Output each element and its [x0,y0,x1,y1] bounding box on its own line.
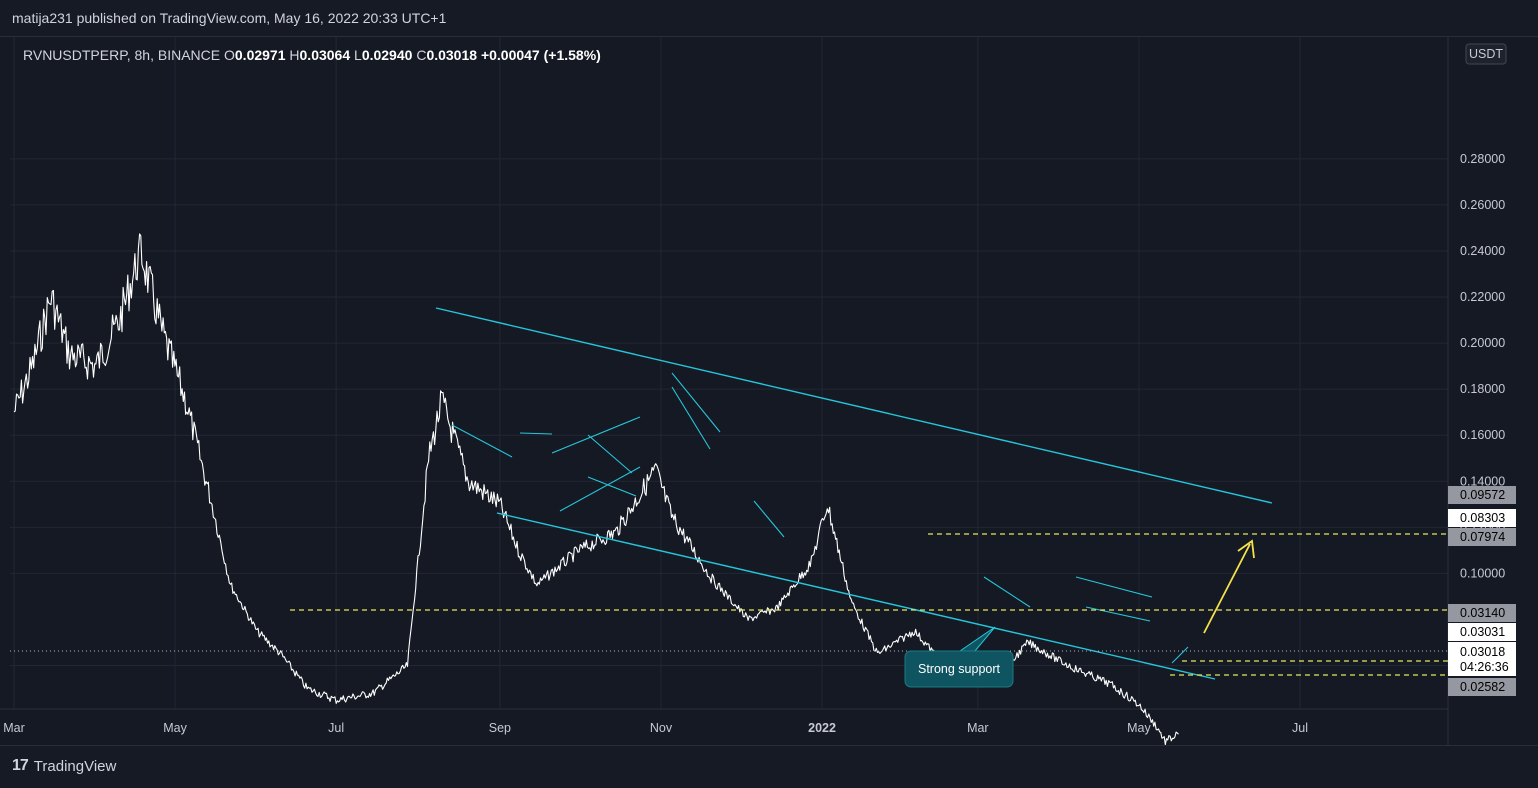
price-tag-label: 0.02582 [1460,680,1505,694]
plot-background [0,37,1538,745]
callout-text: Strong support [918,662,1001,676]
pattern-line [451,424,513,458]
price-tag-label: 0.07974 [1460,530,1505,544]
legend-item: RVNUSDTPERP, 8h, BINANCE [23,47,224,63]
tradingview-brand-name: TradingView [33,757,117,775]
pattern-line [671,372,721,433]
legend-item: 0.02940 [362,47,417,63]
price-tag-label: 0.03031 [1460,625,1505,639]
last-price-tag [1448,642,1516,676]
x-tick-label: Mar [967,721,989,735]
price-tag-label: 0.09572 [1460,488,1505,502]
target-arrow-head [1237,539,1255,559]
pattern-line [671,386,711,450]
legend-item: 0.02971 [235,47,290,63]
y-tick-label: 0.24000 [1460,244,1505,258]
tradingview-logo-icon: 17 [12,757,29,774]
legend-item: 0.03064 [300,47,355,63]
x-tick-label: Nov [650,721,673,735]
currency-badge [1465,43,1507,65]
last-price-value: 0.03018 [1460,645,1505,659]
pattern-line [1075,576,1153,598]
x-tick-label: May [163,721,187,735]
pattern-line [587,434,633,474]
y-tick-label: 0.22000 [1460,290,1505,304]
legend-item: L [354,47,362,63]
price-tag [1448,678,1516,696]
pattern-line [519,432,553,435]
pattern-line [551,416,641,454]
chart-frame[interactable]: Strong support RVNUSDTPERP, 8h, BINANCE O… [0,36,1538,746]
price-chart[interactable]: Strong support RVNUSDTPERP, 8h, BINANCE O… [0,37,1538,745]
pattern-line [1085,606,1151,622]
price-tag-label: 0.08303 [1460,511,1505,525]
x-tick-label: Mar [3,721,25,735]
legend-item: 0.03018 [426,47,481,63]
price-tag [1448,509,1516,527]
currency-label: USDT [1469,47,1503,61]
y-tick-label: 0.16000 [1460,428,1505,442]
tradingview-logo[interactable]: 17 TradingView [12,757,116,775]
x-tick-label: 2022 [808,721,836,735]
chart-legend: RVNUSDTPERP, 8h, BINANCE O0.02971 H0.030… [23,47,601,63]
price-tag [1448,623,1516,641]
price-tag [1448,604,1516,622]
price-tag-label: 0.03140 [1460,606,1505,620]
callout-box [904,650,1014,688]
price-tag [1448,528,1516,546]
x-tick-label: Jul [328,721,344,735]
y-tick-label: 0.18000 [1460,382,1505,396]
x-tick-label: Jul [1292,721,1308,735]
publish-line: matija231 published on TradingView.com, … [12,10,447,26]
y-tick-label: 0.28000 [1460,152,1505,166]
legend-item: H [289,47,299,63]
legend-item: O [224,47,235,63]
target-arrow-shaft [1203,543,1251,634]
pattern-line [587,476,637,497]
y-tick-label: 0.26000 [1460,198,1505,212]
y-tick-label: 0.20000 [1460,336,1505,350]
y-tick-label: 0.10000 [1460,566,1505,580]
pattern-line [753,500,785,538]
pattern-line [559,466,641,512]
x-tick-label: May [1127,721,1151,735]
x-tick-label: Sep [489,721,511,735]
pattern-line [1171,646,1189,664]
bar-countdown: 04:26:36 [1460,660,1509,674]
legend-item: +0.00047 (+1.58%) [481,47,601,63]
pattern-line [983,576,1031,608]
price-tag [1448,486,1516,504]
channel-lower-line [496,512,1216,680]
channel-upper-line [435,307,1273,504]
legend-item: C [416,47,426,63]
y-tick-label: 0.14000 [1460,474,1505,488]
